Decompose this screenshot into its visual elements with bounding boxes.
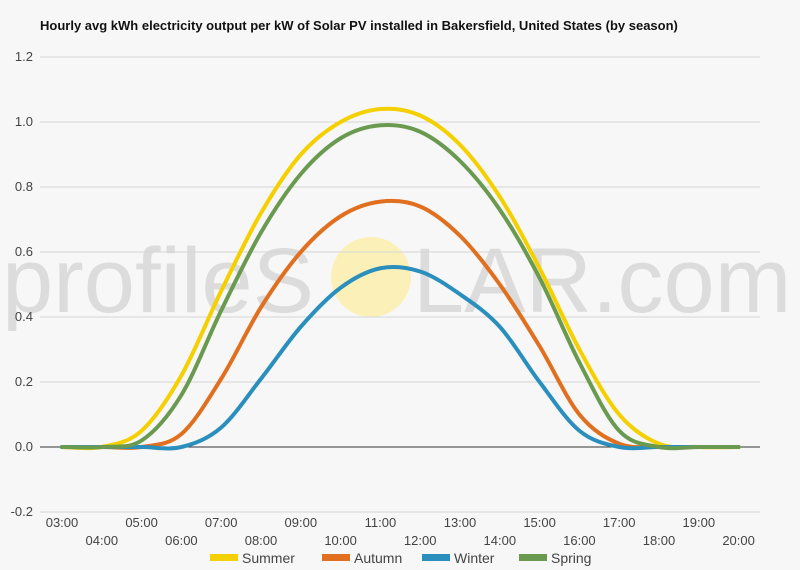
x-tick-label: 06:00 bbox=[165, 533, 198, 548]
y-axis: -0.2 0.0 0.2 0.4 0.6 0.8 1.0 1.2 bbox=[11, 49, 33, 519]
watermark-text-right: LAR.com bbox=[413, 230, 791, 332]
x-tick-label: 19:00 bbox=[683, 515, 716, 530]
x-tick-label: 09:00 bbox=[285, 515, 318, 530]
x-tick-label: 14:00 bbox=[484, 533, 517, 548]
series-line-winter bbox=[60, 264, 741, 451]
watermark-sun-icon bbox=[331, 237, 411, 317]
x-tick-label: 18:00 bbox=[643, 533, 676, 548]
series-line-summer bbox=[60, 106, 741, 451]
x-tick-label: 07:00 bbox=[205, 515, 238, 530]
x-tick-label: 15:00 bbox=[523, 515, 556, 530]
y-tick-label: 0.6 bbox=[15, 244, 33, 259]
watermark-text-left: profileS bbox=[2, 230, 314, 332]
chart-title: Hourly avg kWh electricity output per kW… bbox=[40, 18, 678, 33]
x-tick-label: 11:00 bbox=[365, 515, 397, 530]
x-tick-label: 08:00 bbox=[245, 533, 278, 548]
series-lines bbox=[60, 106, 741, 451]
x-tick-label: 12:00 bbox=[404, 533, 437, 548]
x-tick-label: 16:00 bbox=[563, 533, 596, 548]
legend-label-autumn: Autumn bbox=[354, 550, 402, 566]
legend-label-summer: Summer bbox=[242, 550, 295, 566]
legend: Summer Autumn Winter Spring bbox=[210, 550, 591, 566]
legend-swatch-autumn bbox=[322, 554, 350, 561]
legend-swatch-winter bbox=[422, 554, 450, 561]
x-tick-label: 20:00 bbox=[722, 533, 755, 548]
y-tick-label: 1.0 bbox=[15, 114, 33, 129]
series-line-spring bbox=[60, 122, 741, 451]
y-tick-label: -0.2 bbox=[11, 504, 33, 519]
y-tick-label: 1.2 bbox=[15, 49, 33, 64]
legend-swatch-spring bbox=[519, 554, 547, 561]
y-tick-label: 0.8 bbox=[15, 179, 33, 194]
x-tick-label: 03:00 bbox=[46, 515, 79, 530]
x-tick-label: 10:00 bbox=[324, 533, 357, 548]
legend-swatch-summer bbox=[210, 554, 238, 561]
x-tick-label: 04:00 bbox=[86, 533, 119, 548]
x-tick-label: 13:00 bbox=[444, 515, 477, 530]
legend-label-spring: Spring bbox=[551, 550, 591, 566]
x-axis: 03:00 04:00 05:00 06:00 07:00 08:00 09:00 10:00… bbox=[46, 515, 755, 548]
y-tick-label: 0.4 bbox=[15, 309, 33, 324]
legend-label-winter: Winter bbox=[454, 550, 495, 566]
y-tick-label: 0.0 bbox=[15, 439, 33, 454]
x-tick-label: 05:00 bbox=[125, 515, 158, 530]
watermark: profileS LAR.com bbox=[2, 230, 791, 332]
y-tick-label: 0.2 bbox=[15, 374, 33, 389]
x-tick-label: 17:00 bbox=[603, 515, 636, 530]
series-line-autumn bbox=[60, 198, 741, 450]
